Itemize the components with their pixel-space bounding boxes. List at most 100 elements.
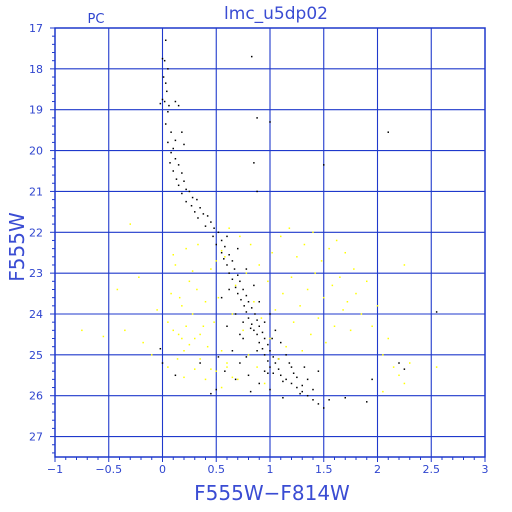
black-point (220, 251, 223, 254)
yellow-point (335, 239, 338, 242)
yellow-point (288, 227, 291, 229)
black-series (159, 39, 438, 409)
black-point (228, 288, 230, 291)
black-point (269, 350, 271, 352)
yellow-point (191, 270, 194, 272)
yellow-point (213, 321, 215, 323)
yellow-point (267, 280, 269, 283)
black-point (239, 280, 241, 283)
black-point (301, 384, 303, 387)
yellow-point (202, 325, 205, 328)
black-point (174, 100, 177, 103)
black-point (280, 374, 282, 377)
yellow-point (269, 337, 271, 340)
x-tick-label: 3 (482, 463, 489, 476)
black-point (263, 354, 266, 356)
black-point (159, 102, 162, 105)
black-point (181, 172, 183, 174)
black-point (234, 286, 237, 289)
black-point (256, 190, 258, 193)
black-point (249, 327, 252, 330)
black-point (233, 268, 236, 270)
yellow-point (282, 292, 284, 295)
yellow-point (331, 284, 334, 287)
y-tick-label: 27 (29, 431, 43, 444)
black-point (168, 104, 170, 107)
black-point (250, 307, 253, 309)
y-tick-label: 21 (29, 185, 43, 198)
yellow-point (403, 264, 406, 266)
yellow-point (353, 268, 355, 270)
yellow-point (191, 313, 194, 315)
black-point (217, 231, 220, 234)
yellow-point (220, 386, 223, 389)
yellow-point (167, 321, 169, 323)
black-point (220, 239, 223, 242)
black-point (263, 321, 266, 323)
black-point (296, 376, 298, 379)
black-point (181, 192, 183, 195)
yellow-point (346, 300, 349, 303)
yellow-point (310, 333, 312, 336)
black-point (163, 59, 166, 62)
black-point (191, 196, 194, 199)
yellow-point (197, 243, 199, 246)
black-point (247, 374, 250, 377)
black-point (288, 362, 291, 364)
black-point (199, 362, 201, 364)
yellow-point (217, 296, 220, 299)
y-tick-label: 23 (29, 267, 43, 280)
black-point (274, 362, 277, 364)
black-point (217, 356, 220, 358)
black-point (228, 254, 230, 256)
yellow-point (398, 374, 400, 377)
black-point (296, 386, 298, 389)
yellow-point (194, 337, 196, 340)
black-point (272, 372, 274, 374)
x-tick-label: 0 (159, 463, 166, 476)
yellow-point (210, 368, 212, 370)
yellow-point (181, 305, 183, 307)
black-point (344, 397, 346, 399)
y-tick-label: 25 (29, 349, 43, 362)
yellow-point (174, 264, 177, 266)
yellow-point (183, 376, 185, 379)
black-point (231, 350, 234, 352)
y-tick-label: 18 (29, 63, 43, 76)
black-point (290, 366, 293, 368)
yellow-point (387, 337, 389, 340)
yellow-point (129, 223, 131, 225)
yellow-point (333, 325, 336, 328)
black-point (177, 184, 180, 187)
black-point (164, 39, 167, 42)
black-point (285, 378, 287, 381)
y-tick-label: 20 (29, 145, 43, 158)
yellow-point (181, 337, 183, 340)
black-point (256, 117, 258, 119)
yellow-point (263, 382, 266, 385)
black-point (267, 372, 269, 374)
yellow-point (220, 249, 223, 252)
black-point (210, 392, 212, 395)
yellow-point (199, 333, 201, 336)
black-point (237, 247, 239, 250)
yellow-point (199, 358, 201, 360)
y-axis-title: F555W (5, 212, 29, 282)
black-point (253, 162, 255, 164)
black-point (167, 111, 169, 113)
black-point (185, 200, 187, 203)
x-tick-label: 2 (374, 463, 381, 476)
black-point (263, 370, 266, 372)
y-tick-label: 24 (29, 308, 43, 321)
black-point (163, 100, 166, 103)
yellow-point (290, 276, 293, 278)
black-point (269, 313, 271, 315)
black-point (269, 366, 271, 368)
black-point (274, 329, 277, 332)
yellow-point (303, 243, 306, 246)
black-point (303, 366, 306, 368)
chart-title: lmc_u5dp02 (224, 4, 328, 24)
black-point (387, 131, 389, 133)
black-point (299, 392, 301, 395)
yellow-point (382, 390, 384, 393)
